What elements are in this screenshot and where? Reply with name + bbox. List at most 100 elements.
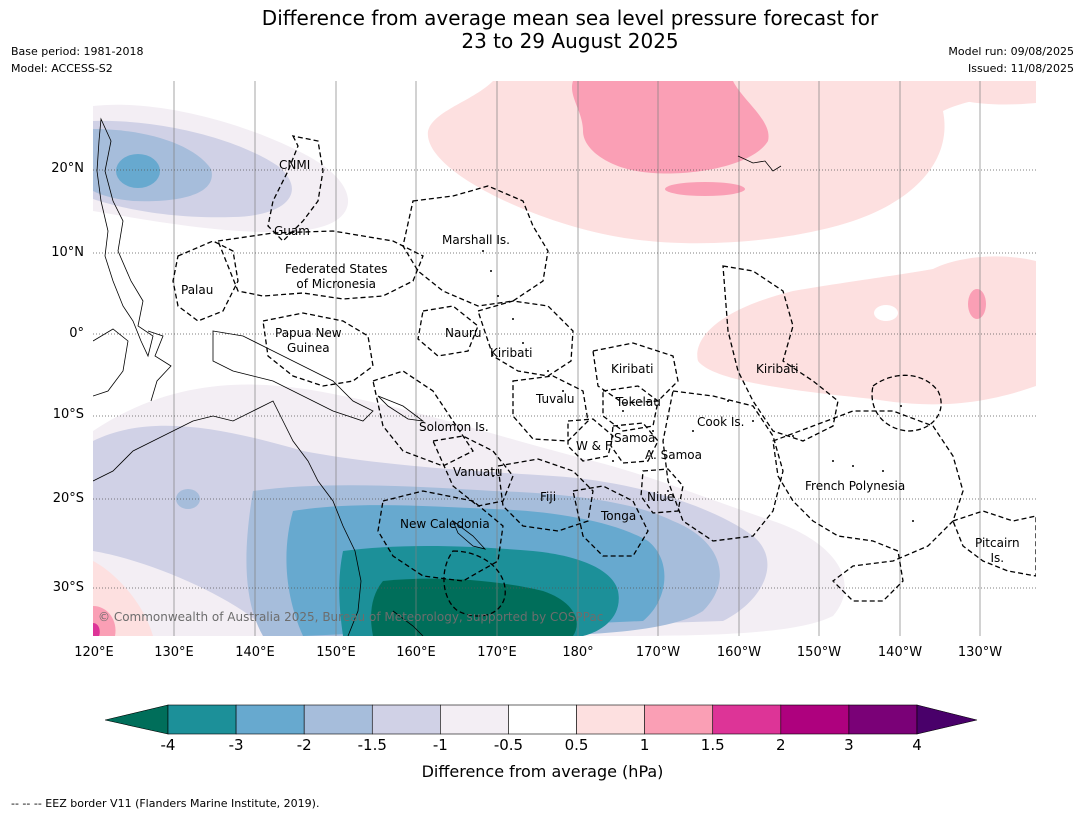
lat-label-30s: 30°S xyxy=(52,580,84,595)
colorbar-segment xyxy=(371,704,441,735)
region-label-solomon: Solomon Is. xyxy=(419,420,489,434)
contour-ne-pos05 xyxy=(943,81,1036,105)
title-line-1: Difference from average mean sea level p… xyxy=(261,6,879,30)
eez-kiribati-gilbert xyxy=(477,300,574,377)
lon-label-120e: 120°E xyxy=(74,645,114,660)
region-label-nauru: Nauru xyxy=(445,326,482,340)
new-guinea-coast xyxy=(212,330,374,422)
contour-e-pos1 xyxy=(968,289,986,319)
meta-left: Base period: 1981-2018 Model: ACCESS-S2 xyxy=(11,43,143,77)
colorbar-over-arrow xyxy=(916,704,978,735)
region-label-tuvalu: Tuvalu xyxy=(536,392,575,406)
region-label-kiribati-west: Kiribati xyxy=(490,346,533,360)
lat-label-20s: 20°S xyxy=(52,491,84,506)
solomon-coast xyxy=(377,395,425,422)
sulawesi-coast xyxy=(147,330,172,402)
lat-label-0: 0° xyxy=(69,326,84,341)
eez-niue xyxy=(640,468,684,514)
map-gridlines xyxy=(173,81,981,636)
lat-label-10n: 10°N xyxy=(51,245,84,260)
australia-coast xyxy=(93,400,362,636)
copyright-notice: © Commonwealth of Australia 2025, Bureau… xyxy=(98,610,604,624)
eez-solomon xyxy=(372,370,474,467)
eez-kiribati-phoenix xyxy=(592,342,679,404)
region-label-fiji: Fiji xyxy=(540,490,557,504)
map-lat-gridlines xyxy=(93,169,1036,589)
region-label-png: Papua New Guinea xyxy=(275,326,342,356)
pitcairn-line-2: Is. xyxy=(990,551,1005,565)
colorbar-tick-label: 1 xyxy=(639,736,650,754)
png-line-1: Papua New xyxy=(275,326,342,340)
lon-label-140e: 140°E xyxy=(235,645,275,660)
region-label-tokelau: Tokelau xyxy=(616,395,661,409)
colorbar-segment xyxy=(576,704,645,735)
eez-marshall xyxy=(402,185,549,307)
png-line-2: Guinea xyxy=(287,341,330,355)
meta-right: Model run: 09/08/2025 Issued: 11/08/2025 xyxy=(948,43,1074,77)
region-label-marshall: Marshall Is. xyxy=(442,233,510,247)
contour-s-neg15-small xyxy=(176,489,200,509)
eez-kiribati-line xyxy=(722,265,839,442)
lon-label-140w: 140°W xyxy=(877,645,923,660)
nz-coast xyxy=(392,610,424,636)
contour-e-hole xyxy=(874,305,898,321)
colorbar-tick-label: 0.5 xyxy=(564,736,589,754)
eez-fiji xyxy=(497,458,594,532)
colorbar-tick-label: 4 xyxy=(912,736,922,754)
region-label-asamoa: A. Samoa xyxy=(645,448,702,462)
colorbar-tick-label: 3 xyxy=(844,736,854,754)
eez-new-caledonia xyxy=(377,490,504,582)
eez-png xyxy=(262,312,374,387)
hawaii-coast xyxy=(737,155,782,172)
fsm-line-2: of Micronesia xyxy=(296,277,377,291)
colorbar-tick-label: 1.5 xyxy=(700,736,725,754)
contour-sw-pos15 xyxy=(93,623,100,636)
colorbar-segment xyxy=(167,704,237,735)
lon-label-160e: 160°E xyxy=(396,645,436,660)
contour-nw-neg2 xyxy=(116,154,160,188)
eez-borders xyxy=(172,135,1036,617)
lon-label-170w: 170°W xyxy=(635,645,681,660)
colorbar-segment xyxy=(235,704,305,735)
colorbar-label: Difference from average (hPa) xyxy=(421,762,664,781)
colorbar-tick-label: -2 xyxy=(296,736,312,754)
pressure-anomaly-map xyxy=(93,81,1036,636)
eez-wallis xyxy=(567,418,614,462)
new-caledonia-coast xyxy=(452,519,487,550)
eez-palau xyxy=(172,240,239,322)
lon-label-150e: 150°E xyxy=(316,645,356,660)
eez-footnote: -- -- -- EEZ border V11 (Flanders Marine… xyxy=(11,797,320,810)
region-label-new-caledonia: New Caledonia xyxy=(400,517,490,531)
region-label-french-polynesia: French Polynesia xyxy=(805,479,906,493)
lat-label-10s: 10°S xyxy=(52,407,84,422)
eez-norfolk xyxy=(443,550,506,617)
colorbar-segment xyxy=(712,704,782,735)
coastlines xyxy=(93,117,782,636)
region-label-guam: Guam xyxy=(274,224,310,238)
lon-label-130e: 130°E xyxy=(154,645,194,660)
colorbar-tick-label: 2 xyxy=(776,736,786,754)
region-label-kiribati-central: Kiribati xyxy=(611,362,654,376)
region-label-tonga: Tonga xyxy=(601,509,637,523)
colorbar-segment xyxy=(848,704,918,735)
lat-label-20n: 20°N xyxy=(51,161,84,176)
eez-nauru xyxy=(417,305,479,357)
base-period: Base period: 1981-2018 xyxy=(11,45,144,58)
region-label-kiribati-east: Kiribati xyxy=(756,362,799,376)
eez-fsm xyxy=(217,230,424,300)
colorbar-tick-label: -4 xyxy=(160,736,176,754)
region-label-pitcairn: Pitcairn Is. xyxy=(975,536,1020,566)
contour-e-pos05 xyxy=(697,256,1036,405)
lon-label-130w: 130°W xyxy=(957,645,1003,660)
region-label-fsm: Federated States of Micronesia xyxy=(285,262,387,292)
region-label-niue: Niue xyxy=(647,490,675,504)
philippines-coast xyxy=(96,117,154,358)
contour-s-neg4 xyxy=(371,578,577,636)
lon-label-170e: 170°E xyxy=(477,645,517,660)
contour-n-pos1-small xyxy=(665,182,745,196)
lon-label-160w: 160°W xyxy=(716,645,762,660)
pitcairn-line-1: Pitcairn xyxy=(975,536,1020,550)
fsm-line-1: Federated States xyxy=(285,262,388,276)
pacific-island-dots xyxy=(482,250,914,522)
lon-label-180: 180° xyxy=(562,645,594,660)
